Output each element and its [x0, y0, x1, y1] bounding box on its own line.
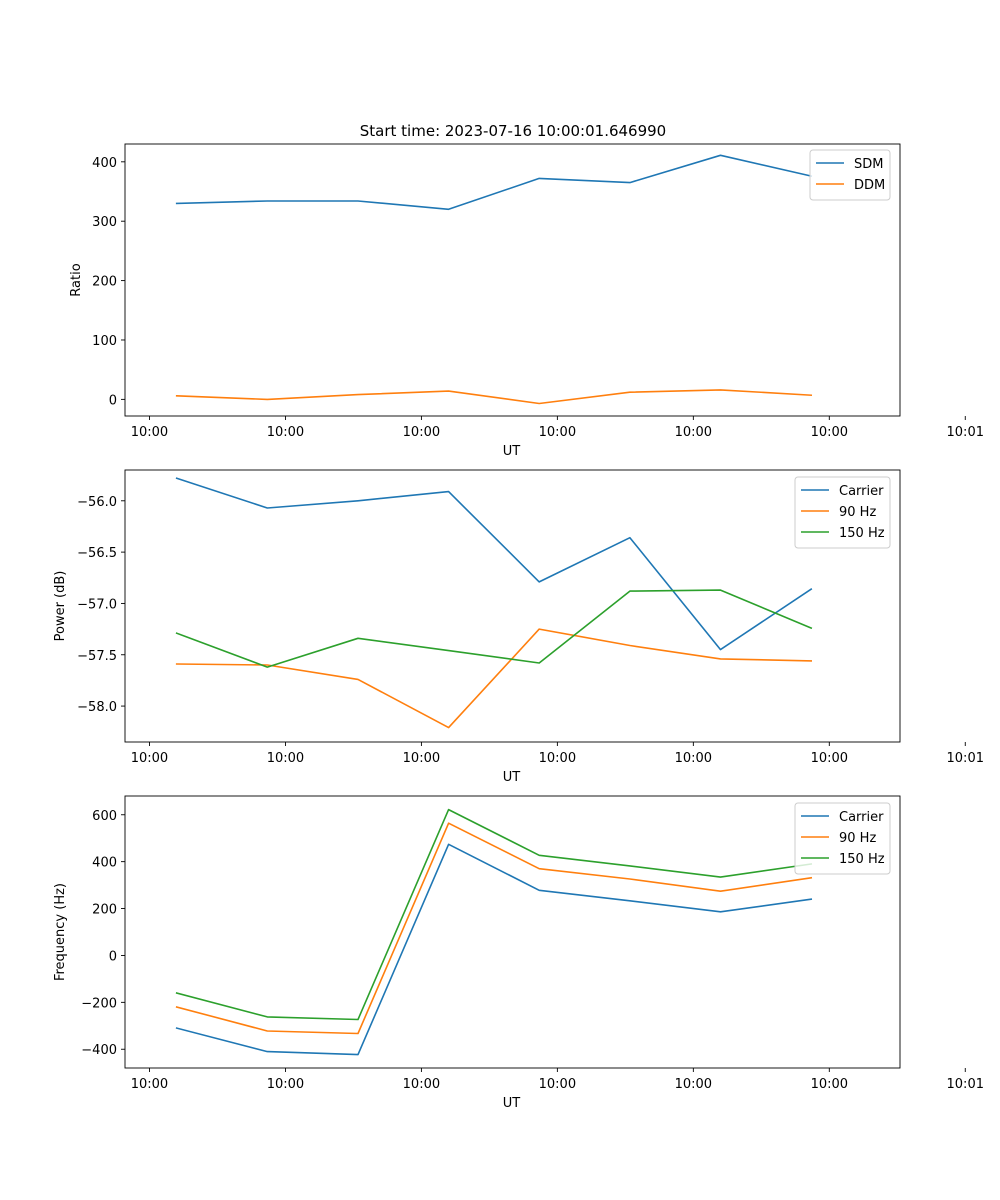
x-tick-label: 10:00 [811, 1077, 848, 1092]
y-tick-label: 100 [92, 334, 117, 349]
series-line-90-hz [175, 628, 813, 729]
legend-label: 150 Hz [839, 852, 885, 867]
legend-label: SDM [854, 157, 883, 172]
x-tick-label: 10:00 [539, 751, 576, 766]
series-line-carrier [175, 477, 813, 651]
y-tick-label: −56.5 [77, 546, 117, 561]
x-tick-label: 10:00 [811, 751, 848, 766]
x-tick-label: 10:00 [131, 425, 168, 440]
legend-label: 90 Hz [839, 505, 876, 520]
y-tick-label: 0 [109, 949, 117, 964]
legend-label: Carrier [839, 810, 884, 825]
legend: Carrier 90 Hz 150 Hz [794, 476, 891, 549]
x-tick-label: 10:00 [131, 751, 168, 766]
legend-box [794, 802, 891, 875]
x-tick-label: 10:00 [267, 425, 304, 440]
x-tick-label: 10:00 [403, 1077, 440, 1092]
y-tick-label: 400 [92, 156, 117, 171]
y-tick-label: −200 [81, 996, 117, 1011]
x-tick-label: 10:00 [403, 425, 440, 440]
y-tick-label: 200 [92, 275, 117, 290]
x-tick-label: 10:00 [811, 425, 848, 440]
x-tick-label: 10:00 [675, 751, 712, 766]
series-line-sdm [175, 154, 813, 211]
y-axis-label: Frequency (Hz) [53, 883, 68, 981]
legend: Carrier 90 Hz 150 Hz [794, 802, 891, 875]
legend-label: DDM [854, 178, 885, 193]
x-axis-label: UT [503, 770, 521, 785]
axes-frame [124, 469, 901, 743]
x-tick-label: 10:00 [675, 1077, 712, 1092]
figure-title: Start time: 2023-07-16 10:00:01.646990 [360, 122, 666, 140]
y-tick-label: 300 [92, 215, 117, 230]
x-tick-label: 10:00 [403, 751, 440, 766]
legend-label: 90 Hz [839, 831, 876, 846]
x-tick-label: 10:01 [947, 751, 984, 766]
axes-frame [124, 795, 901, 1069]
legend-label: 150 Hz [839, 526, 885, 541]
series-line-90-hz [175, 822, 813, 1035]
y-tick-label: −56.0 [77, 495, 117, 510]
x-axis-label: UT [503, 1096, 521, 1111]
y-tick-label: 400 [92, 856, 117, 871]
axes-frame [124, 143, 901, 417]
y-tick-label: 600 [92, 809, 117, 824]
x-tick-label: 10:00 [267, 751, 304, 766]
y-tick-label: 200 [92, 903, 117, 918]
x-tick-label: 10:00 [539, 1077, 576, 1092]
y-axis-label: Ratio [69, 263, 84, 296]
y-tick-label: −57.5 [77, 649, 117, 664]
y-tick-label: −400 [81, 1043, 117, 1058]
x-tick-label: 10:01 [947, 425, 984, 440]
y-tick-label: 0 [109, 393, 117, 408]
series-line-carrier [175, 843, 813, 1056]
subplot-ratio: 10:00 10:00 10:00 10:00 10:00 10:00 10:01 0 100 2… [69, 143, 984, 459]
y-tick-label: −57.0 [77, 597, 117, 612]
subplot-power: 10:00 10:00 10:00 10:00 10:00 10:00 10:01 −58.0… [53, 469, 984, 785]
x-tick-label: 10:01 [947, 1077, 984, 1092]
subplot-frequency: 10:00 10:00 10:00 10:00 10:00 10:00 10:01 −400 −… [53, 795, 984, 1111]
x-tick-label: 10:00 [675, 425, 712, 440]
x-tick-label: 10:00 [267, 1077, 304, 1092]
series-line-ddm [175, 389, 813, 405]
y-axis-label: Power (dB) [53, 571, 68, 642]
series-line-150-hz [175, 808, 813, 1021]
legend-box [794, 476, 891, 549]
x-tick-label: 10:00 [131, 1077, 168, 1092]
x-tick-label: 10:00 [539, 425, 576, 440]
legend-label: Carrier [839, 484, 884, 499]
x-axis-label: UT [503, 444, 521, 459]
legend: SDM DDM [809, 149, 891, 201]
series-line-150-hz [175, 589, 813, 668]
y-tick-label: −58.0 [77, 700, 117, 715]
